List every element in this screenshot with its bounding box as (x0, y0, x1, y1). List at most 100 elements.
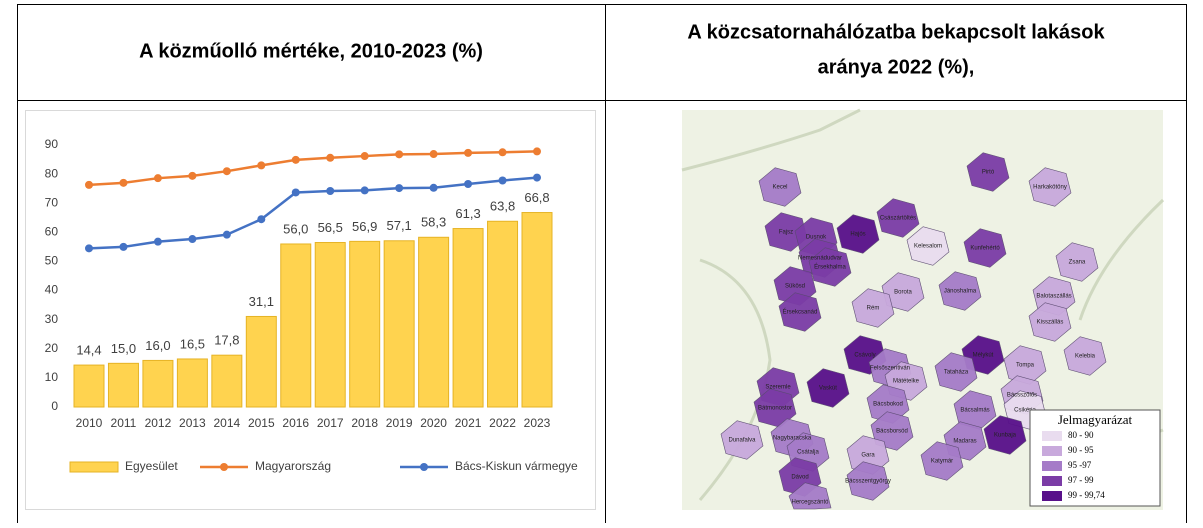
municipality (806, 368, 850, 408)
y-tick-label: 0 (51, 399, 58, 413)
place-label: Kelebia (1075, 354, 1096, 360)
header-right: aránya 2022 (%), (818, 56, 975, 78)
x-tick-label: 2012 (145, 416, 172, 430)
marker (429, 183, 438, 192)
municipality (963, 228, 1007, 268)
y-tick-label: 20 (45, 341, 59, 355)
marker (360, 152, 369, 161)
place-label: Érsekcsanád (783, 309, 818, 316)
bar (245, 315, 277, 408)
map-legend-label: 80 - 90 (1068, 430, 1094, 440)
marker (291, 188, 300, 197)
map-legend-swatch (1042, 446, 1062, 456)
municipality (966, 152, 1010, 192)
map-legend-box (1029, 409, 1161, 507)
marker (153, 237, 162, 246)
municipality (808, 247, 852, 287)
place-label: Hajós (850, 232, 865, 238)
data-label: 16,0 (145, 338, 170, 353)
place-label: Harkakötöny (1033, 185, 1067, 191)
map: Kecel Pirtó Harkakötöny Császártöltés Hajós F… (720, 152, 1161, 510)
bar (142, 359, 174, 408)
municipality (1028, 302, 1072, 342)
place-label: Zsana (1069, 260, 1086, 266)
municipality (778, 292, 822, 332)
municipality (1028, 167, 1072, 207)
place-label: Borota (894, 290, 912, 296)
place-label: Felsőszentiván (870, 366, 910, 372)
marker (153, 174, 162, 183)
data-label: 57,1 (386, 218, 411, 233)
marker (222, 167, 231, 176)
x-tick-label: 2016 (282, 416, 309, 430)
map-legend-swatch (1042, 476, 1062, 486)
x-tick-label: 2015 (248, 416, 275, 430)
bar (452, 228, 484, 408)
data-label: 63,8 (490, 199, 515, 214)
place-label: Csávoly (854, 353, 875, 359)
chart: 0 10 20 30 40 50 60 70 80 90 2010 2011 2012 2013 2014 2… (45, 137, 578, 473)
place-label: Dunafalva (728, 438, 756, 444)
map-legend-label: 90 - 95 (1068, 445, 1094, 455)
marker (429, 150, 438, 159)
legend-label: Bács-Kiskun vármegye (455, 459, 578, 473)
x-tick-label: 2019 (386, 416, 413, 430)
marker (533, 173, 541, 182)
marker (291, 155, 300, 164)
municipality (720, 420, 764, 460)
place-label: Balotaszállás (1036, 294, 1071, 300)
place-label: Hercegszántó (791, 500, 829, 506)
municipality (881, 272, 925, 312)
place-label: Madaras (953, 439, 976, 445)
place-label: Bácsszőlős (1007, 393, 1037, 399)
bar (73, 364, 105, 408)
marker (119, 242, 128, 251)
bar (521, 212, 553, 408)
place-label: Kecel (772, 185, 787, 191)
municipality (836, 214, 880, 254)
marker (188, 171, 197, 180)
marker (360, 186, 369, 195)
legend-swatch (69, 461, 119, 473)
place-label: Bácsszentgyörgy (845, 479, 891, 485)
place-label: Bácsalmás (960, 408, 989, 414)
bar (176, 358, 208, 408)
x-tick-label: 2013 (179, 416, 206, 430)
place-label: Bácsborsód (876, 429, 908, 435)
line (88, 150, 538, 187)
data-label: 16,5 (180, 336, 205, 351)
place-label: Mélykút (973, 353, 994, 359)
place-label: Pirtó (982, 170, 995, 176)
line (88, 176, 538, 250)
bar (107, 362, 139, 408)
bar (383, 240, 415, 408)
data-label: 31,1 (249, 294, 274, 309)
data-label: 56,9 (352, 219, 377, 234)
municipality (1063, 336, 1107, 376)
x-tick-label: 2020 (420, 416, 447, 430)
map-legend-label: 99 - 99,74 (1068, 490, 1105, 500)
place-label: Fajsz (779, 230, 793, 236)
place-label: Kelesalom (914, 244, 942, 250)
map-legend-label: 95 -97 (1068, 460, 1092, 470)
map-legend-swatch (1042, 461, 1062, 471)
bar (487, 220, 519, 408)
municipality (788, 482, 832, 510)
y-tick-label: 60 (45, 225, 59, 239)
header-right: A közcsatornahálózatba bekapcsolt lakáso… (687, 21, 1105, 43)
place-label: Csátalja (797, 450, 819, 456)
y-tick-label: 40 (45, 283, 59, 297)
x-tick-label: 2023 (524, 416, 551, 430)
place-label: Dusnok (806, 235, 827, 241)
bar (314, 242, 346, 408)
bar (418, 236, 450, 408)
place-label: Gara (861, 453, 875, 459)
y-tick-label: 80 (45, 166, 59, 180)
marker (498, 148, 507, 157)
x-tick-label: 2010 (76, 416, 103, 430)
place-label: Katymár (931, 459, 953, 465)
place-label: Nagybaracska (773, 436, 812, 442)
x-tick-label: 2011 (111, 416, 137, 430)
legend-marker (220, 463, 228, 471)
place-label: Rém (867, 306, 880, 312)
